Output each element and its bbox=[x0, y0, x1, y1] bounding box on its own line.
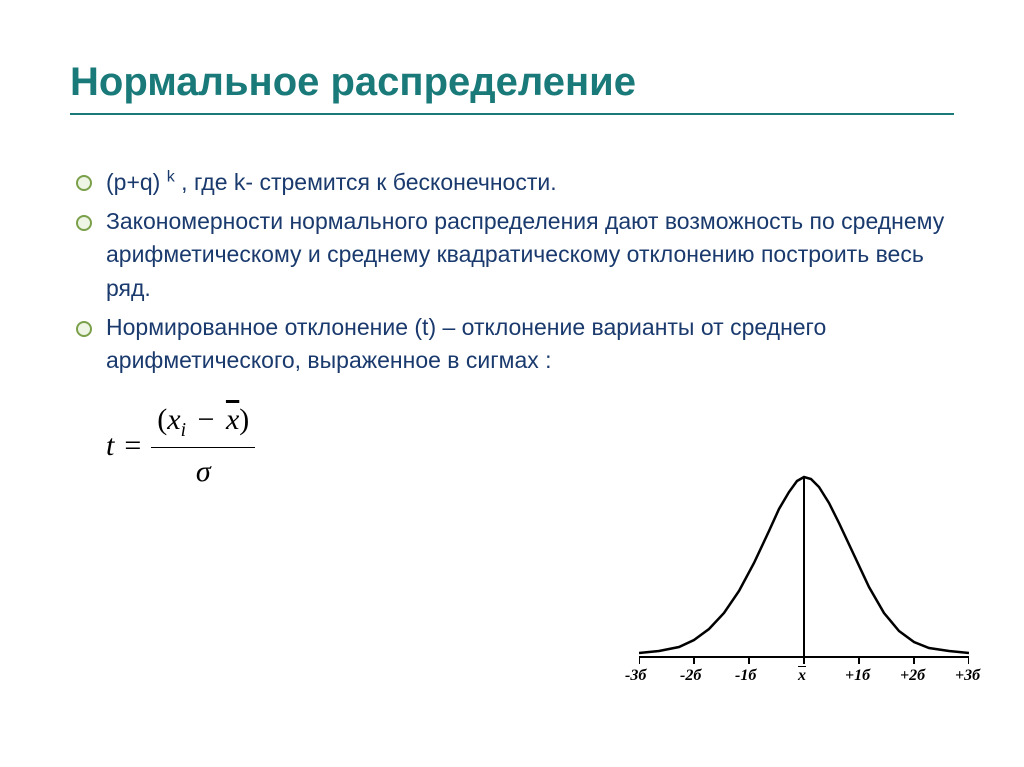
formula-lhs: t bbox=[106, 424, 114, 468]
slide: Нормальное распределение (p+q) k , где k… bbox=[0, 0, 1024, 767]
formula-fraction: (xi − x) σ bbox=[151, 398, 255, 494]
bullet-item: Закономерности нормального распределения… bbox=[70, 205, 954, 305]
bullet-text: Нормированное отклонение (t) – отклонени… bbox=[106, 314, 826, 373]
formula-eq: = bbox=[124, 424, 141, 468]
x-tick-label: +3б bbox=[955, 667, 980, 685]
x-tick-label: -1б bbox=[735, 667, 756, 685]
bullet-text: (p+q) k , где k- стремится к бесконечнос… bbox=[106, 169, 557, 195]
x-tick-label: -2б bbox=[680, 667, 701, 685]
bullet-item: Нормированное отклонение (t) – отклонени… bbox=[70, 311, 954, 378]
x-tick-label: +2б bbox=[900, 667, 925, 685]
title-underline bbox=[70, 113, 954, 115]
x-tick-label: +1б bbox=[845, 667, 870, 685]
formula-numerator: (xi − x) bbox=[151, 398, 255, 448]
bullet-text: Закономерности нормального распределения… bbox=[106, 208, 944, 301]
x-tick-label: x bbox=[798, 667, 806, 685]
slide-title: Нормальное распределение bbox=[70, 60, 954, 105]
chart-svg bbox=[639, 467, 969, 697]
x-ticks bbox=[639, 657, 969, 664]
bullet-item: (p+q) k , где k- стремится к бесконечнос… bbox=[70, 165, 954, 199]
slide-content: (p+q) k , где k- стремится к бесконечнос… bbox=[70, 165, 954, 493]
bullet-list: (p+q) k , где k- стремится к бесконечнос… bbox=[70, 165, 954, 378]
formula-denominator: σ bbox=[196, 448, 211, 494]
x-tick-label: -3б bbox=[625, 667, 646, 685]
normal-curve-chart: -3б-2б-1бx+1б+2б+3б bbox=[639, 467, 969, 697]
